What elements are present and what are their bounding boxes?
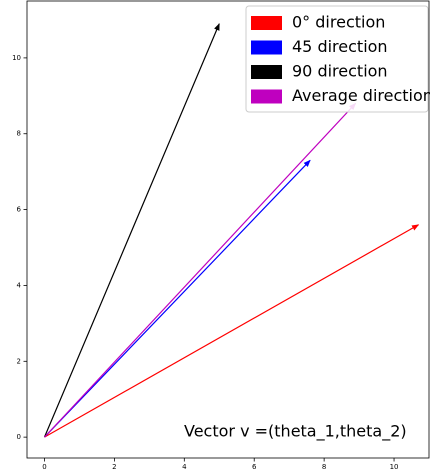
- legend-label: Average direction: [292, 86, 430, 105]
- y-tick-label: 0: [17, 433, 21, 441]
- x-tick-label: 6: [252, 463, 257, 471]
- annotation: Vector v =(theta_1,theta_2): [184, 422, 407, 442]
- legend-label: 45 direction: [292, 37, 388, 56]
- legend-box: [245, 5, 429, 113]
- y-tick-label: 2: [17, 357, 21, 365]
- legend-swatch: [251, 16, 282, 30]
- legend-swatch: [251, 40, 282, 55]
- legend-swatch: [251, 89, 282, 104]
- x-tick-label: 8: [322, 463, 326, 471]
- y-tick-label: 8: [17, 130, 21, 138]
- y-tick-label: 6: [17, 206, 22, 214]
- x-tick-label: 0: [42, 463, 46, 471]
- vector-arrow: [44, 159, 311, 438]
- x-tick-label: 2: [112, 463, 116, 471]
- plot-frame: [26, 0, 430, 459]
- x-tick-label: 4: [182, 463, 187, 471]
- legend-label: 90 direction: [292, 62, 388, 81]
- legend-swatch: [251, 65, 282, 79]
- vector-arrow: [43, 23, 220, 438]
- x-tick-label: 10: [390, 463, 399, 471]
- vector-arrow: [44, 224, 420, 438]
- y-tick-label: 10: [12, 54, 21, 62]
- vector-arrow: [44, 102, 357, 438]
- y-tick-label: 4: [17, 281, 22, 289]
- legend-label: 0° direction: [292, 13, 385, 32]
